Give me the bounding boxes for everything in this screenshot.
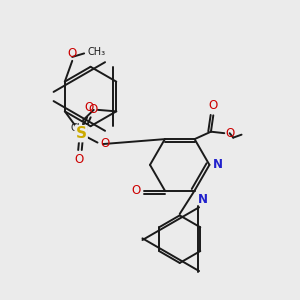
Text: O: O [74, 153, 83, 166]
Text: O: O [209, 99, 218, 112]
Text: CH₃: CH₃ [88, 47, 106, 57]
Text: O: O [84, 101, 94, 114]
Text: S: S [76, 126, 87, 141]
Text: O: O [100, 137, 109, 150]
Text: N: N [198, 193, 208, 206]
Text: O: O [131, 184, 140, 197]
Text: O: O [226, 127, 235, 140]
Text: O: O [68, 47, 77, 60]
Text: O: O [88, 103, 97, 116]
Text: N: N [213, 158, 223, 171]
Text: CH₃: CH₃ [70, 123, 88, 133]
